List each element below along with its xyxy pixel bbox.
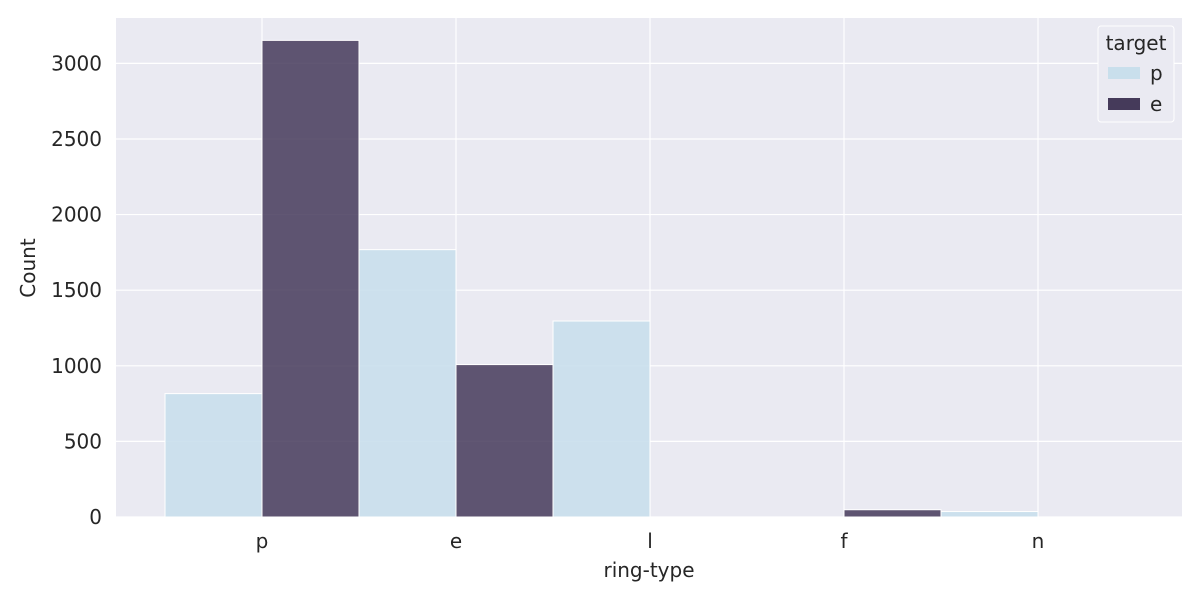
y-tick-label: 3000	[51, 51, 102, 75]
y-tick-label: 1000	[51, 354, 102, 378]
x-axis-label: ring-type	[603, 558, 694, 582]
y-tick-label: 2000	[51, 203, 102, 227]
y-tick-label: 1500	[51, 278, 102, 302]
legend-swatch-e	[1108, 98, 1140, 110]
legend-label-e: e	[1150, 92, 1162, 116]
y-tick-label: 2500	[51, 127, 102, 151]
y-tick-label: 0	[89, 505, 102, 529]
y-axis-label: Count	[16, 238, 40, 298]
x-tick-label: n	[1032, 529, 1045, 553]
legend-swatch-p	[1108, 67, 1140, 79]
legend-title: target	[1106, 31, 1167, 55]
bar-p-e	[358, 249, 457, 518]
bar-e-f	[843, 509, 942, 518]
bar-p-l	[552, 320, 651, 518]
x-tick-label: f	[840, 529, 848, 553]
bar-p-n	[940, 511, 1039, 518]
y-tick-label: 500	[64, 429, 102, 453]
bar-e-p	[261, 39, 360, 518]
bar-e-e	[455, 364, 554, 518]
y-tick-labels: 0 500 1000 1500 2000 2500 3000	[51, 51, 102, 529]
x-tick-label: l	[647, 529, 653, 553]
bar-p-p	[164, 393, 263, 518]
bars	[164, 39, 1039, 518]
legend-label-p: p	[1150, 61, 1163, 85]
x-tick-label: e	[450, 529, 462, 553]
x-tick-label: p	[256, 529, 269, 553]
legend: target p e	[1097, 25, 1175, 123]
